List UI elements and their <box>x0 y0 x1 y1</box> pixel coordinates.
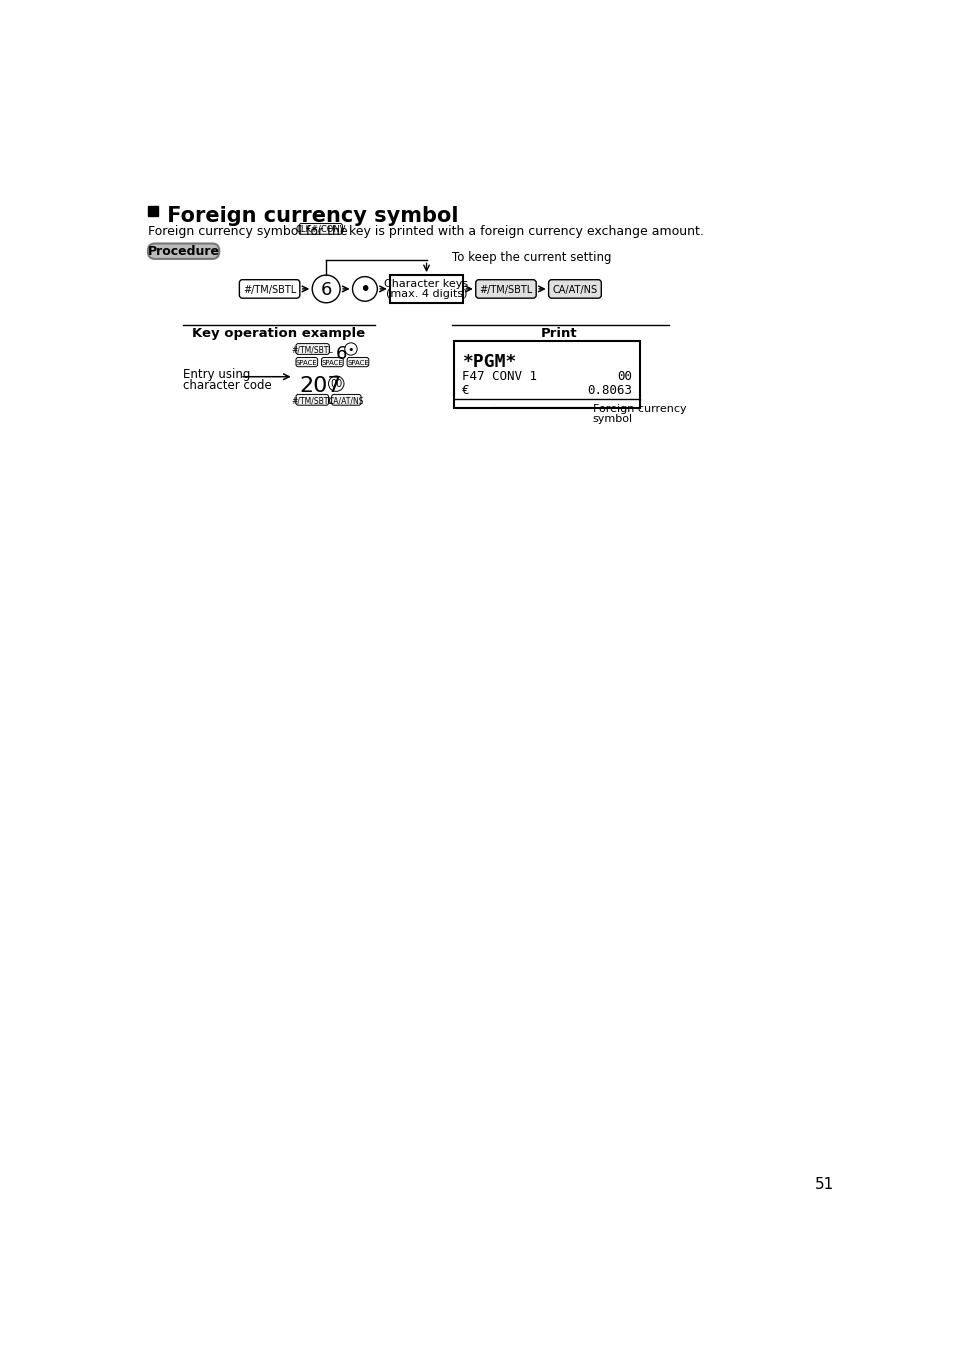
Text: To keep the current setting: To keep the current setting <box>452 251 612 264</box>
FancyBboxPatch shape <box>148 244 219 259</box>
FancyBboxPatch shape <box>298 224 342 235</box>
FancyBboxPatch shape <box>295 394 328 405</box>
FancyBboxPatch shape <box>239 279 299 298</box>
Text: 207: 207 <box>299 376 342 397</box>
Text: CA/AT/NS: CA/AT/NS <box>328 397 364 405</box>
Text: key is printed with a foreign currency exchange amount.: key is printed with a foreign currency e… <box>344 225 703 237</box>
Text: SPACE: SPACE <box>347 360 369 366</box>
Bar <box>148 206 158 216</box>
Text: CLK#/CONV: CLK#/CONV <box>295 224 346 233</box>
Text: Print: Print <box>540 326 578 340</box>
Text: •: • <box>359 281 370 299</box>
Text: Entry using: Entry using <box>183 368 250 382</box>
Text: Foreign currency: Foreign currency <box>592 405 685 414</box>
Text: SPACE: SPACE <box>295 360 317 366</box>
Text: CA/AT/NS: CA/AT/NS <box>552 285 597 294</box>
FancyBboxPatch shape <box>295 344 329 355</box>
Circle shape <box>353 277 377 301</box>
Text: Procedure: Procedure <box>148 246 219 259</box>
Text: •: • <box>347 345 354 355</box>
Text: F47 CONV 1: F47 CONV 1 <box>461 370 537 383</box>
FancyBboxPatch shape <box>295 357 317 367</box>
Circle shape <box>328 376 344 391</box>
Text: SPACE: SPACE <box>321 360 343 366</box>
Text: #/TM/SBTL: #/TM/SBTL <box>291 397 333 405</box>
Text: 6: 6 <box>335 345 347 363</box>
Text: Foreign currency symbol for the: Foreign currency symbol for the <box>148 225 352 237</box>
Text: Character keys: Character keys <box>384 278 468 289</box>
Text: 51: 51 <box>815 1176 834 1191</box>
FancyBboxPatch shape <box>332 394 360 405</box>
Text: #/TM/SBTL: #/TM/SBTL <box>478 285 532 294</box>
FancyBboxPatch shape <box>321 357 343 367</box>
Circle shape <box>344 343 356 355</box>
Text: symbol: symbol <box>592 414 632 425</box>
FancyBboxPatch shape <box>347 357 369 367</box>
Text: 00: 00 <box>617 370 632 383</box>
Text: Foreign currency symbol: Foreign currency symbol <box>160 206 458 225</box>
Text: (max. 4 digits): (max. 4 digits) <box>385 289 467 298</box>
Text: character code: character code <box>183 379 272 393</box>
Text: *PGM*: *PGM* <box>463 353 517 371</box>
Text: 0.8063: 0.8063 <box>587 383 632 397</box>
Text: 6: 6 <box>320 281 332 298</box>
Text: #/TM/SBTL: #/TM/SBTL <box>292 345 334 355</box>
Text: 00: 00 <box>330 379 342 390</box>
Text: €: € <box>461 383 469 397</box>
Bar <box>454 340 639 409</box>
FancyBboxPatch shape <box>548 279 600 298</box>
Bar <box>390 275 463 302</box>
Text: Key operation example: Key operation example <box>192 326 364 340</box>
Text: #/TM/SBTL: #/TM/SBTL <box>243 285 296 294</box>
FancyBboxPatch shape <box>476 279 536 298</box>
Circle shape <box>312 275 340 302</box>
